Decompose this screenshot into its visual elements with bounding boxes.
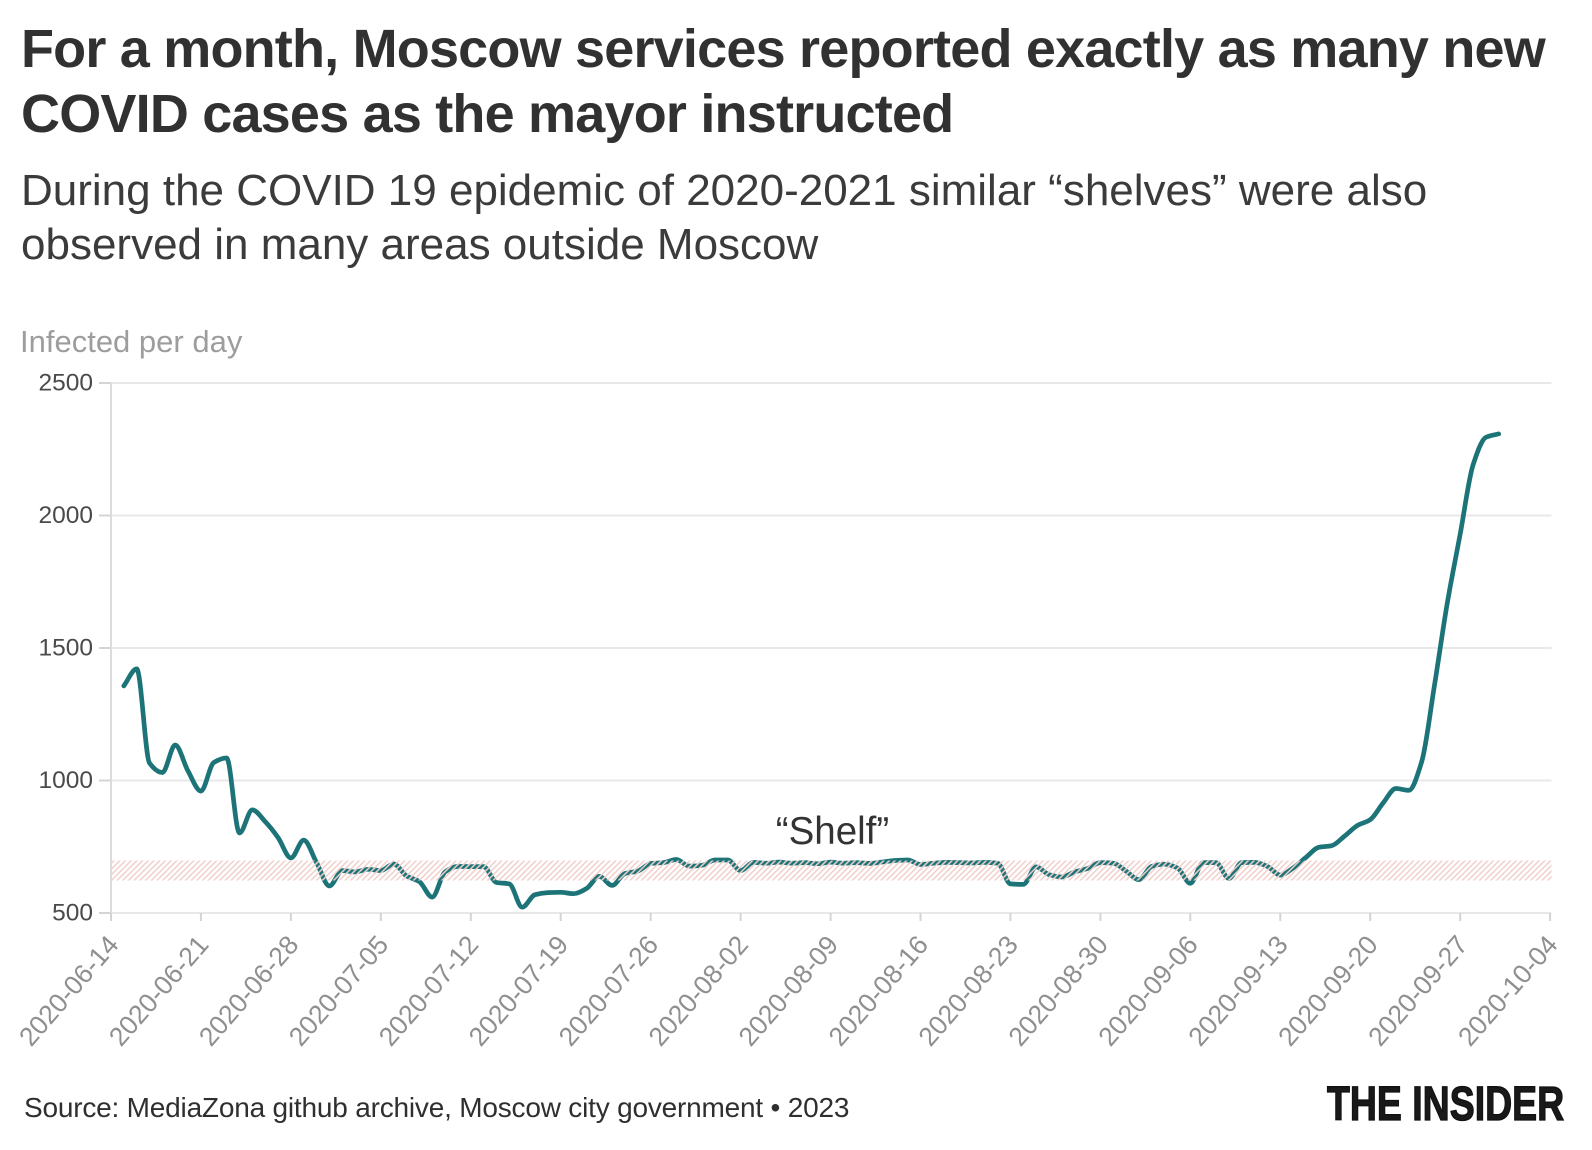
svg-text:1500: 1500 <box>38 635 93 662</box>
svg-text:500: 500 <box>52 900 93 927</box>
svg-text:1000: 1000 <box>38 767 93 794</box>
svg-text:2500: 2500 <box>38 370 93 397</box>
svg-text:“Shelf”: “Shelf” <box>776 810 889 853</box>
svg-text:2000: 2000 <box>38 502 93 529</box>
svg-text:Infected per day: Infected per day <box>20 324 243 359</box>
